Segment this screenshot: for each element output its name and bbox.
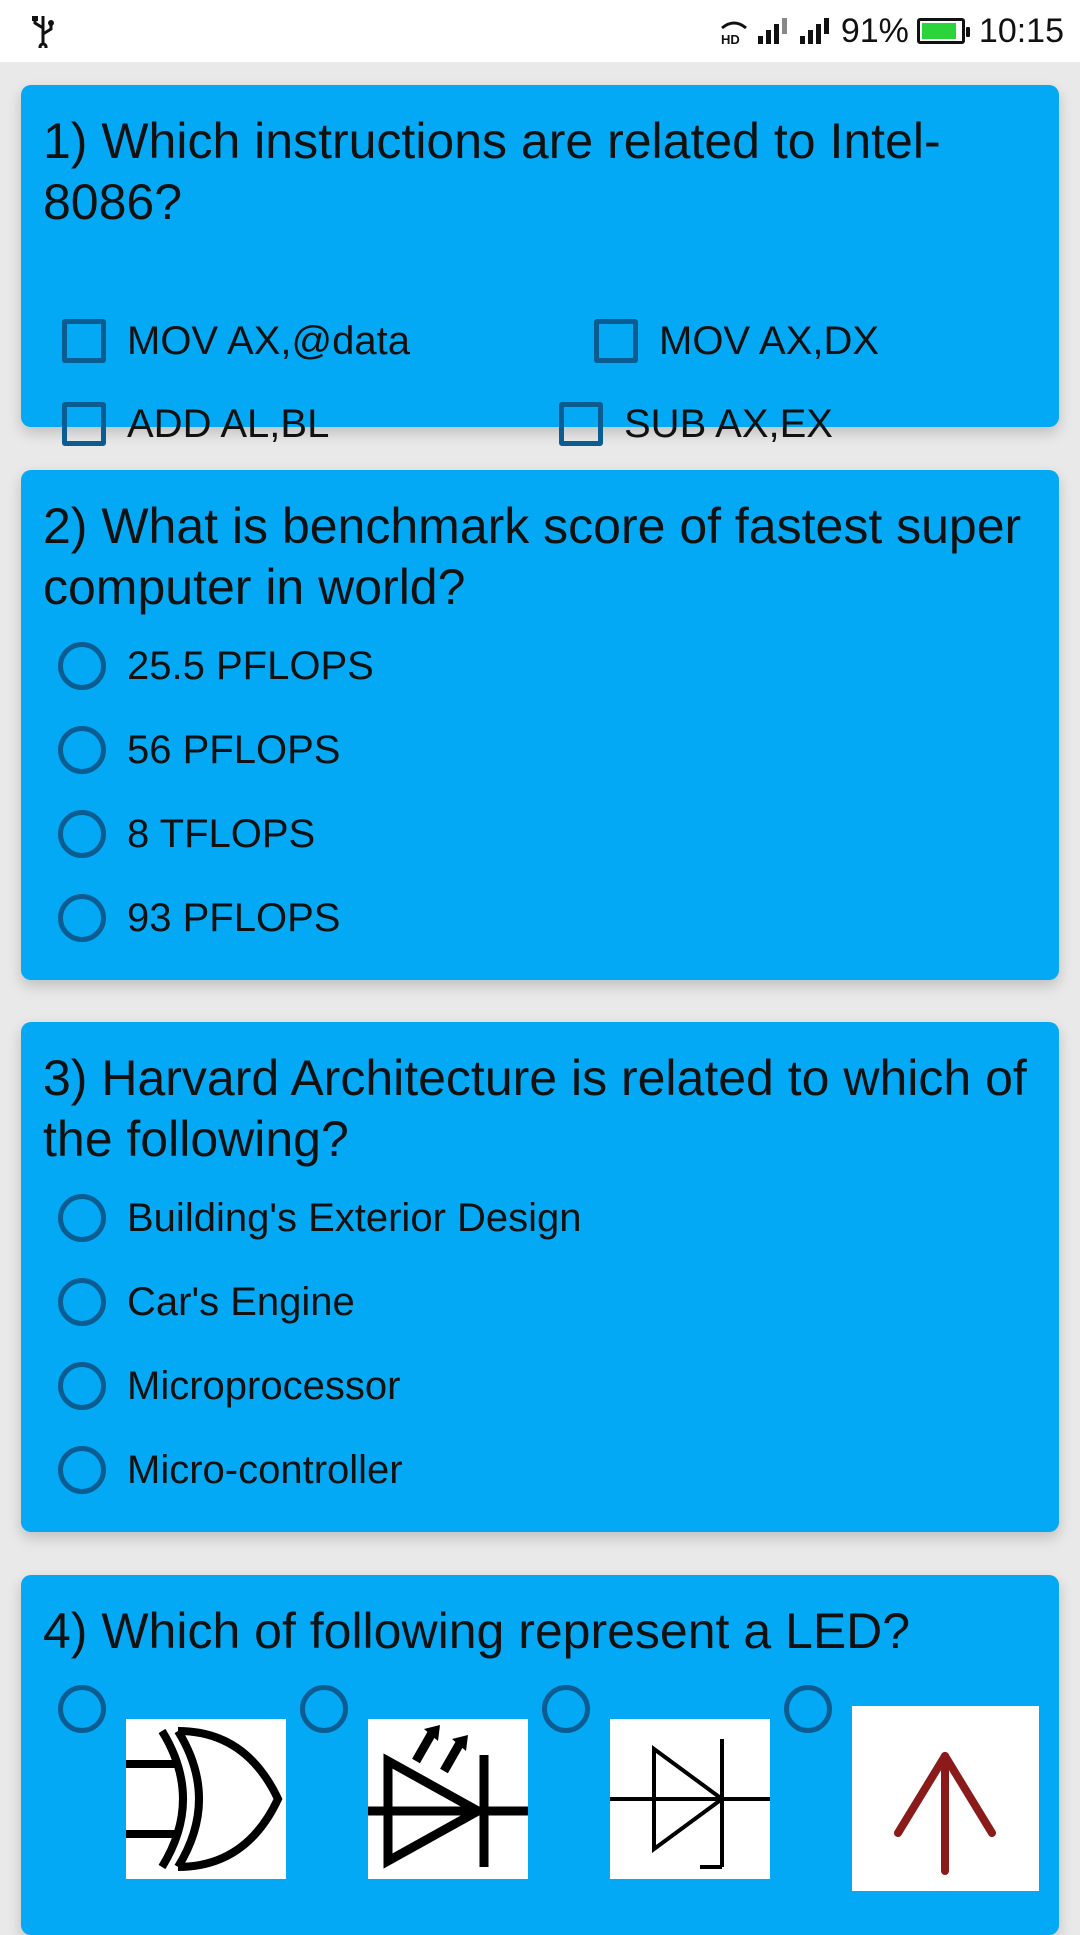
option-label: MOV AX,@data <box>127 318 410 363</box>
radio-option[interactable]: Microprocessor <box>58 1356 400 1416</box>
radio-option[interactable]: 25.5 PFLOPS <box>58 636 374 696</box>
checkbox[interactable] <box>559 402 603 446</box>
option-label: Car's Engine <box>127 1279 355 1324</box>
option-label: Microprocessor <box>127 1363 401 1408</box>
radio-button[interactable] <box>542 1685 590 1733</box>
radio-button[interactable] <box>784 1685 832 1733</box>
radio-option[interactable]: Building's Exterior Design <box>58 1188 582 1248</box>
radio-button[interactable] <box>58 894 106 942</box>
radio-option[interactable]: 56 PFLOPS <box>58 720 340 780</box>
signal-sim1-icon <box>757 18 787 44</box>
option-label: 8 TFLOPS <box>127 811 316 856</box>
question-card-3: 3) Harvard Architecture is related to wh… <box>21 1022 1059 1532</box>
checkbox[interactable] <box>594 319 638 363</box>
question-title: 2) What is benchmark score of fastest su… <box>43 498 1022 615</box>
radio-button[interactable] <box>58 642 106 690</box>
radio-button[interactable] <box>58 810 106 858</box>
option-label: 56 PFLOPS <box>127 727 341 772</box>
checkbox-option[interactable]: ADD AL,BL <box>62 394 329 454</box>
checkbox-option[interactable]: MOV AX,DX <box>594 311 879 371</box>
hd-voice-icon: HD <box>721 21 747 46</box>
option-label: MOV AX,DX <box>659 318 880 363</box>
up-arrow-symbol-image[interactable] <box>852 1706 1039 1891</box>
checkbox[interactable] <box>62 319 106 363</box>
radio-button[interactable] <box>58 1194 106 1242</box>
radio-option[interactable]: Micro-controller <box>58 1440 403 1500</box>
option-label: ADD AL,BL <box>127 401 330 446</box>
svg-text:HD: HD <box>721 32 740 46</box>
question-title: 4) Which of following represent a LED? <box>43 1603 911 1659</box>
checkbox-option[interactable]: MOV AX,@data <box>62 311 410 371</box>
checkbox[interactable] <box>62 402 106 446</box>
radio-button[interactable] <box>58 1362 106 1410</box>
question-title: 3) Harvard Architecture is related to wh… <box>43 1050 1027 1167</box>
battery-percent: 91% <box>840 11 909 50</box>
usb-icon <box>32 16 54 48</box>
option-label: SUB AX,EX <box>624 401 833 446</box>
radio-option[interactable]: 93 PFLOPS <box>58 888 340 948</box>
led-symbol-image[interactable] <box>368 1719 528 1879</box>
battery-icon <box>916 18 970 44</box>
option-label: Building's Exterior Design <box>127 1195 582 1240</box>
zener-diode-symbol-image[interactable] <box>610 1719 770 1879</box>
option-label: Micro-controller <box>127 1447 403 1492</box>
radio-option[interactable]: Car's Engine <box>58 1272 355 1332</box>
question-card-2: 2) What is benchmark score of fastest su… <box>21 470 1059 980</box>
status-icons: HD 91% 10:15 <box>719 10 1064 52</box>
option-label: 93 PFLOPS <box>127 895 341 940</box>
xor-gate-symbol-image[interactable] <box>126 1719 286 1879</box>
radio-button[interactable] <box>300 1685 348 1733</box>
signal-sim2-icon <box>799 18 829 44</box>
battery-level-fill <box>921 23 957 39</box>
radio-option[interactable]: 8 TFLOPS <box>58 804 315 864</box>
clock: 10:15 <box>978 11 1064 50</box>
radio-button[interactable] <box>58 726 106 774</box>
question-card-1: 1) Which instructions are related to Int… <box>21 85 1059 446</box>
question-title: 1) Which instructions are related to Int… <box>43 113 941 230</box>
radio-button[interactable] <box>58 1446 106 1494</box>
option-label: 25.5 PFLOPS <box>127 643 374 688</box>
checkbox-option[interactable]: SUB AX,EX <box>559 394 833 454</box>
radio-button[interactable] <box>58 1278 106 1326</box>
question-card-4: 4) Which of following represent a LED? <box>21 1575 1059 1935</box>
status-bar: HD 91% 10:15 <box>0 0 1080 62</box>
radio-button[interactable] <box>58 1685 106 1733</box>
